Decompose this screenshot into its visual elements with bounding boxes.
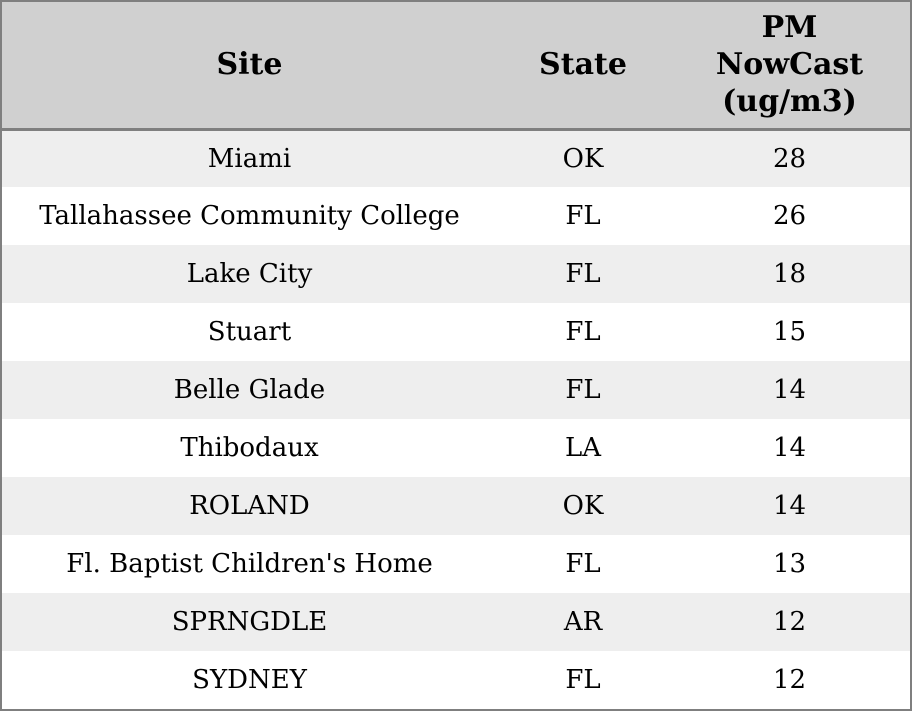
cell-site: SYDNEY — [192, 665, 307, 695]
cell-pm: 15 — [772, 317, 807, 347]
cell-site: Thibodaux — [180, 433, 319, 463]
cell-pm: 13 — [772, 549, 807, 579]
table-row: Stuart FL 15 — [2, 303, 910, 361]
cell-state: FL — [565, 201, 601, 231]
cell-site: ROLAND — [189, 491, 310, 521]
column-header-site: Site — [2, 2, 497, 131]
cell-site: SPRNGDLE — [171, 607, 328, 637]
cell-site: Miami — [207, 143, 292, 174]
header-row: Site State PM NowCast (ug/m3) — [2, 2, 910, 131]
column-header-line: State — [539, 47, 627, 83]
table-row: Thibodaux LA 14 — [2, 419, 910, 477]
table-row: ROLAND OK 14 — [2, 477, 910, 535]
cell-pm: 14 — [772, 433, 807, 463]
cell-pm: 14 — [772, 375, 807, 405]
cell-pm: 14 — [772, 491, 807, 521]
cell-state: FL — [565, 317, 601, 347]
cell-state: LA — [564, 433, 602, 463]
table-row: Fl. Baptist Children's Home FL 13 — [2, 535, 910, 593]
column-header-state: State — [497, 2, 669, 131]
table-row: SYDNEY FL 12 — [2, 651, 910, 709]
cell-state: FL — [565, 549, 601, 579]
cell-site: Stuart — [207, 317, 292, 347]
cell-state: FL — [565, 665, 601, 695]
cell-state: AR — [563, 607, 603, 637]
column-header-pm: PM NowCast (ug/m3) — [669, 2, 910, 131]
column-header-line: NowCast — [715, 47, 864, 83]
cell-pm: 26 — [772, 201, 807, 231]
cell-pm: 12 — [772, 665, 807, 695]
cell-site: Lake City — [186, 259, 313, 289]
cell-state: FL — [565, 259, 601, 289]
cell-pm: 28 — [772, 143, 807, 174]
table-body: Miami OK 28 Tallahassee Community College FL… — [2, 129, 910, 709]
cell-state: OK — [562, 143, 604, 174]
column-header-line: (ug/m3) — [722, 84, 857, 120]
table-row: Miami OK 28 — [2, 129, 910, 187]
table-row: Belle Glade FL 14 — [2, 361, 910, 419]
cell-site: Belle Glade — [173, 375, 326, 405]
cell-pm: 18 — [772, 259, 807, 289]
column-header-line: PM — [761, 10, 818, 46]
cell-state: FL — [565, 375, 601, 405]
table-row: Lake City FL 18 — [2, 245, 910, 303]
table-row: Tallahassee Community College FL 26 — [2, 187, 910, 245]
column-header-line: Site — [216, 47, 283, 83]
cell-site: Tallahassee Community College — [39, 201, 460, 231]
cell-pm: 12 — [772, 607, 807, 637]
cell-site: Fl. Baptist Children's Home — [66, 549, 433, 579]
table-header: Site State PM NowCast (ug/m3) — [2, 2, 910, 131]
cell-state: OK — [562, 491, 604, 521]
table-row: SPRNGDLE AR 12 — [2, 593, 910, 651]
